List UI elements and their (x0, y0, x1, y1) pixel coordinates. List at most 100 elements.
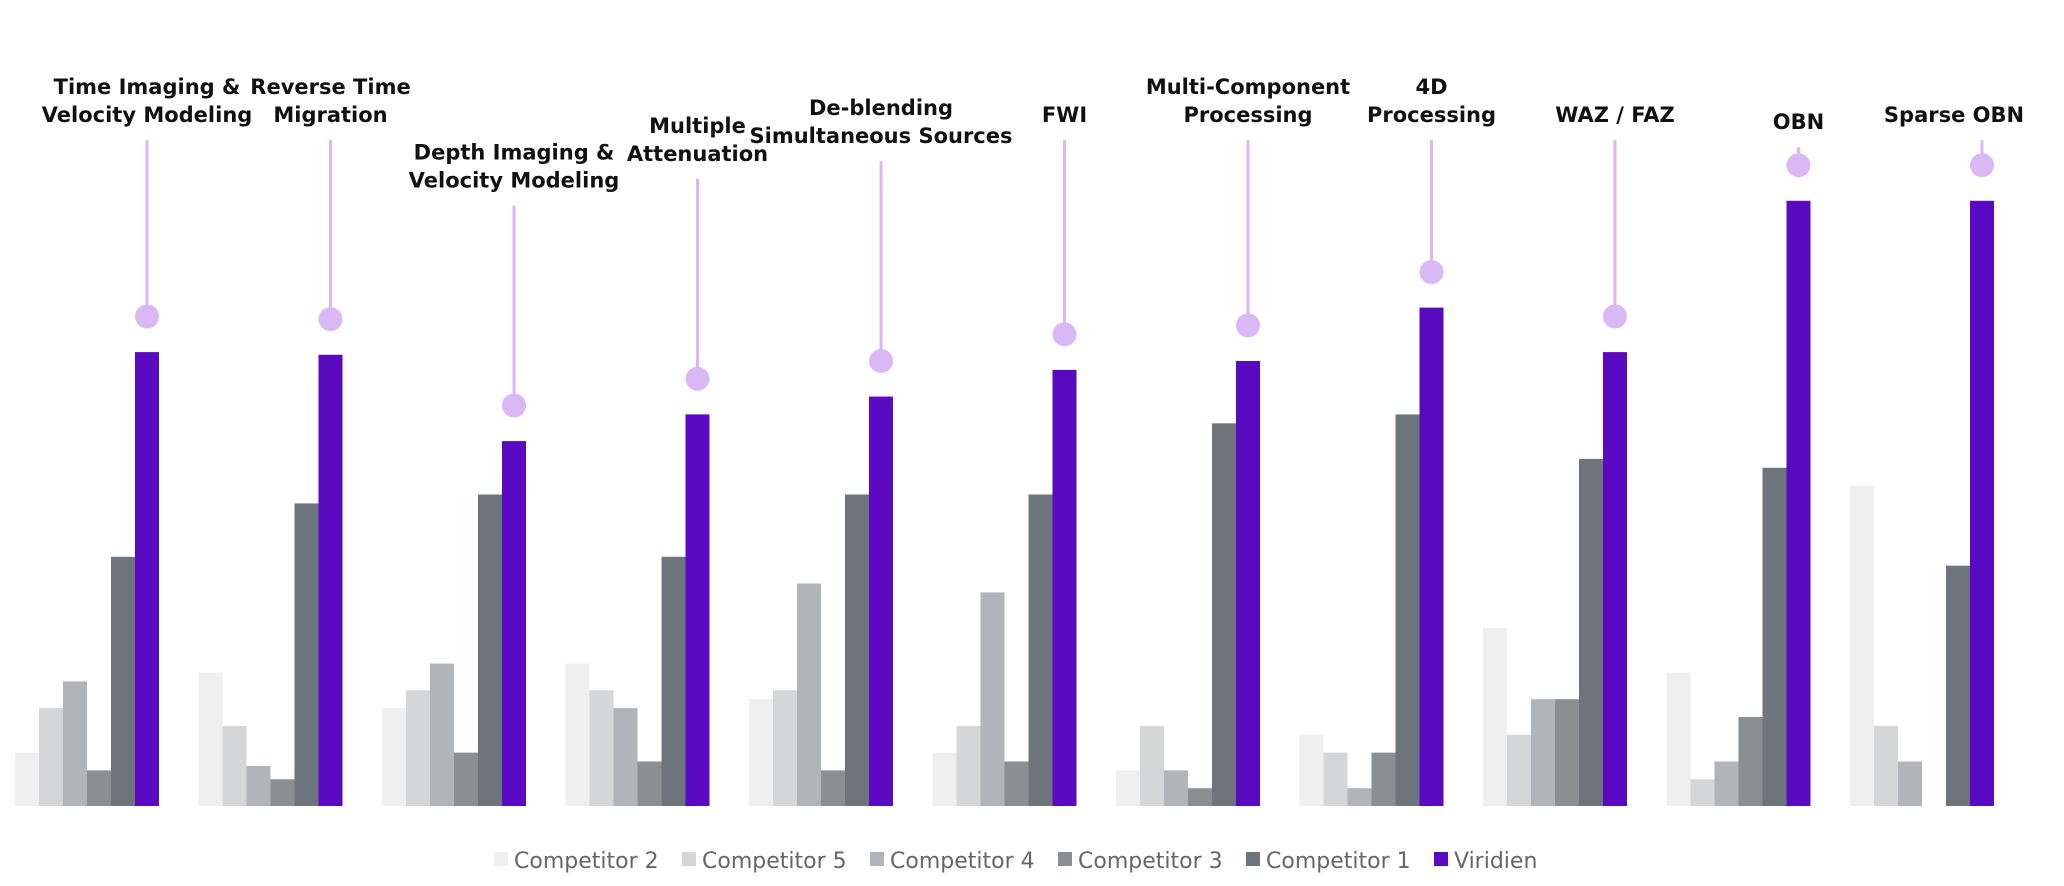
bar-competitor-3-9 (1738, 717, 1763, 806)
bar-competitor-4-5 (980, 592, 1005, 806)
bar-viridien-1 (318, 354, 343, 806)
bar-competitor-3-4 (821, 770, 845, 806)
bar-competitor-2-10 (1850, 485, 1874, 806)
bar-viridien-10 (1970, 200, 1994, 807)
bar-competitor-1-3 (661, 556, 686, 806)
legend-label-1: Competitor 5 (702, 849, 847, 874)
bar-competitor-3-6 (1188, 788, 1212, 806)
lollipop-dot-3 (685, 366, 710, 391)
bar-competitor-4-3 (613, 708, 638, 806)
category-label-1: Reverse Time Migration (250, 75, 410, 127)
bar-competitor-4-4 (797, 583, 821, 806)
bar-competitor-2-2 (382, 708, 406, 806)
lollipop-dot-8 (1603, 304, 1627, 329)
category-label-2: Depth Imaging & Velocity Modeling (409, 141, 620, 193)
lollipop-dot-10 (1970, 153, 1994, 178)
bar-competitor-2-3 (565, 663, 590, 806)
legend-label-3: Competitor 3 (1078, 849, 1223, 874)
bar-competitor-4-7 (1347, 788, 1372, 806)
bar-competitor-3-5 (1004, 761, 1029, 806)
bar-viridien-4 (869, 396, 893, 806)
bar-competitor-4-0 (63, 681, 87, 806)
bar-viridien-2 (502, 441, 526, 806)
lollipop-dot-9 (1786, 153, 1811, 178)
bar-viridien-3 (685, 414, 710, 806)
lollipop-dot-0 (135, 304, 159, 329)
bar-viridien-8 (1603, 352, 1627, 806)
category-label-10: Sparse OBN (1884, 103, 2024, 127)
bar-competitor-1-4 (845, 494, 869, 806)
bar-competitor-5-3 (589, 690, 614, 806)
bar-competitor-2-5 (932, 752, 957, 806)
legend-label-5: Viridien (1454, 849, 1537, 874)
bar-competitor-5-8 (1507, 734, 1531, 806)
category-label-5: FWI (1042, 103, 1087, 127)
bar-competitor-1-2 (478, 494, 502, 806)
bar-competitor-4-1 (246, 765, 271, 806)
bar-competitor-1-10 (1946, 565, 1970, 806)
bar-viridien-0 (135, 352, 159, 806)
bar-competitor-5-9 (1690, 779, 1715, 806)
bar-competitor-2-7 (1299, 734, 1324, 806)
bar-competitor-4-10 (1898, 761, 1922, 806)
bar-competitor-3-0 (87, 770, 111, 806)
bar-viridien-9 (1786, 200, 1811, 807)
bar-competitor-1-7 (1395, 414, 1420, 806)
bar-competitor-4-8 (1531, 699, 1555, 806)
lollipop-dot-2 (502, 393, 526, 418)
bar-competitor-5-2 (406, 690, 430, 806)
lollipop-dot-6 (1236, 313, 1260, 338)
bar-competitor-1-0 (111, 556, 135, 806)
bar-competitor-2-9 (1666, 672, 1691, 806)
category-label-4: De-blending Simultaneous Sources (750, 96, 1013, 148)
bar-competitor-2-4 (749, 699, 773, 806)
category-label-8: WAZ / FAZ (1555, 103, 1674, 127)
legend-swatch-5 (1434, 852, 1448, 866)
lollipop-dot-4 (869, 349, 893, 373)
bar-competitor-1-5 (1028, 494, 1053, 806)
legend-label-0: Competitor 2 (514, 849, 659, 874)
bar-competitor-2-0 (15, 752, 39, 806)
bar-competitor-3-3 (637, 761, 662, 806)
bar-competitor-1-9 (1762, 467, 1787, 806)
legend-swatch-4 (1246, 852, 1260, 866)
bar-competitor-2-6 (1116, 770, 1140, 806)
bar-competitor-4-6 (1164, 770, 1188, 806)
category-label-0: Time Imaging & Velocity Modeling (42, 75, 253, 127)
bar-competitor-5-1 (222, 725, 247, 806)
bar-viridien-6 (1236, 361, 1260, 806)
bar-competitor-3-7 (1371, 752, 1396, 806)
lollipop-dot-7 (1419, 260, 1444, 284)
lollipop-dot-5 (1052, 322, 1077, 347)
category-label-3: Multiple Attenuation (627, 114, 768, 166)
bar-competitor-4-9 (1714, 761, 1739, 806)
legend-swatch-3 (1058, 852, 1072, 866)
bar-competitor-1-6 (1212, 423, 1236, 806)
lollipop-layer (135, 140, 1994, 418)
legend-swatch-0 (494, 852, 508, 866)
category-label-9: OBN (1773, 110, 1824, 134)
bar-competitor-3-8 (1555, 699, 1579, 806)
category-label-6: Multi-Component Processing (1146, 75, 1350, 127)
bar-viridien-5 (1052, 369, 1077, 806)
bar-competitor-5-10 (1874, 725, 1898, 806)
bar-competitor-3-2 (454, 752, 478, 806)
bar-competitor-2-1 (198, 672, 223, 806)
bar-competitor-3-1 (270, 779, 295, 806)
bar-competitor-5-5 (956, 725, 981, 806)
bar-competitor-5-6 (1140, 725, 1164, 806)
bar-competitor-1-1 (294, 503, 319, 806)
bar-competitor-5-0 (39, 708, 63, 806)
category-label-7: 4D Processing (1367, 75, 1496, 127)
lollipop-dot-1 (318, 307, 343, 332)
bar-competitor-5-4 (773, 690, 797, 806)
bar-competitor-4-2 (430, 663, 454, 806)
legend: Competitor 2 Competitor 5 Competitor 4 Comp… (494, 849, 1537, 874)
bar-competitor-5-7 (1323, 752, 1348, 806)
legend-label-2: Competitor 4 (890, 849, 1035, 874)
bar-competitor-1-8 (1579, 458, 1603, 806)
bar-viridien-7 (1419, 307, 1444, 806)
